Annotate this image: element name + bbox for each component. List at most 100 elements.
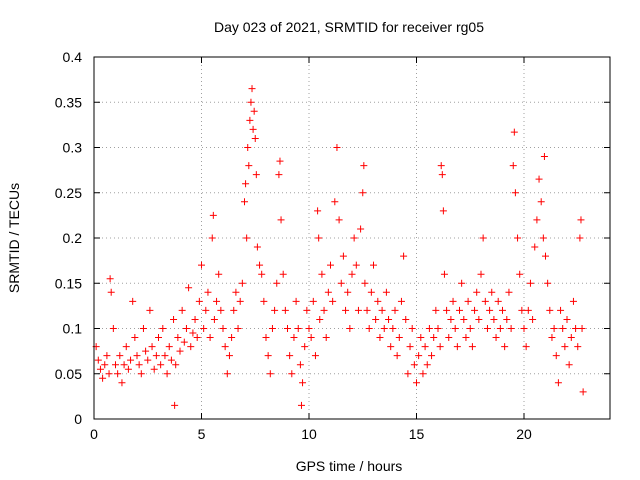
data-point xyxy=(503,315,511,323)
data-point xyxy=(271,306,279,314)
data-point xyxy=(337,279,345,287)
data-point xyxy=(176,347,184,355)
data-point xyxy=(246,116,254,124)
data-point xyxy=(357,225,365,233)
data-point xyxy=(144,356,152,364)
data-point xyxy=(494,297,502,305)
chart-title: Day 023 of 2021, SRMTID for receiver rg0… xyxy=(214,19,484,35)
data-point xyxy=(178,306,186,314)
y-tick-label: 0.2 xyxy=(63,230,83,246)
data-point xyxy=(316,315,324,323)
data-point xyxy=(360,162,368,170)
data-point xyxy=(258,270,266,278)
data-point xyxy=(223,370,231,378)
data-point xyxy=(191,315,199,323)
data-point xyxy=(209,211,217,219)
y-tick-label: 0.05 xyxy=(55,366,82,382)
data-point xyxy=(557,306,565,314)
data-point xyxy=(294,325,302,332)
data-point xyxy=(486,306,494,314)
data-point xyxy=(578,325,586,332)
data-point xyxy=(378,306,386,314)
data-point xyxy=(187,343,195,351)
data-point xyxy=(206,334,214,342)
data-point xyxy=(511,189,519,197)
x-tick-label: 5 xyxy=(198,426,206,442)
data-point xyxy=(185,284,193,292)
data-point xyxy=(232,288,240,296)
data-point xyxy=(260,297,268,305)
data-point xyxy=(367,288,375,296)
data-point xyxy=(333,144,341,151)
data-point xyxy=(105,370,113,378)
data-point xyxy=(228,334,236,342)
data-point xyxy=(256,261,264,269)
data-point xyxy=(217,306,225,314)
data-point xyxy=(509,162,517,170)
data-point xyxy=(499,306,506,314)
data-point xyxy=(124,365,132,373)
data-point xyxy=(200,325,208,332)
data-point xyxy=(370,261,377,269)
data-point xyxy=(297,401,305,409)
data-point xyxy=(354,306,362,314)
data-point xyxy=(99,374,107,382)
y-tick-label: 0.25 xyxy=(55,185,82,201)
data-point xyxy=(372,315,380,323)
data-point xyxy=(244,144,252,151)
data-point xyxy=(507,325,515,332)
data-point xyxy=(359,189,367,197)
data-point xyxy=(554,379,562,387)
data-point xyxy=(331,198,339,206)
data-point xyxy=(204,288,212,296)
y-tick-label: 0.35 xyxy=(55,94,82,110)
data-point xyxy=(483,325,491,332)
data-point xyxy=(380,325,388,332)
data-point xyxy=(182,325,190,332)
data-point xyxy=(180,338,188,346)
data-point xyxy=(242,180,250,188)
data-point xyxy=(120,361,128,369)
data-point xyxy=(548,334,556,342)
data-point xyxy=(490,315,498,323)
data-point xyxy=(574,343,582,351)
data-point xyxy=(510,128,518,136)
data-point xyxy=(165,343,173,351)
data-point xyxy=(531,243,539,251)
data-point xyxy=(114,370,122,378)
data-point xyxy=(561,343,569,351)
data-point xyxy=(352,261,360,269)
data-point xyxy=(540,153,548,161)
data-point xyxy=(569,297,577,305)
data-point xyxy=(329,297,337,305)
data-point xyxy=(309,297,317,305)
y-tick-label: 0.4 xyxy=(63,49,83,65)
data-point xyxy=(376,334,384,342)
data-point xyxy=(526,279,534,287)
data-point xyxy=(296,361,304,369)
data-point xyxy=(363,306,371,314)
data-point xyxy=(488,288,496,296)
data-point xyxy=(288,370,296,378)
data-point xyxy=(247,98,255,106)
data-point xyxy=(290,334,298,342)
data-point xyxy=(404,370,412,378)
data-point xyxy=(150,365,158,373)
data-point xyxy=(374,297,382,305)
data-point xyxy=(475,315,483,323)
data-point xyxy=(447,315,455,323)
data-point xyxy=(314,207,322,215)
x-tick-label: 20 xyxy=(516,426,532,442)
data-point xyxy=(275,171,283,179)
data-point xyxy=(458,279,466,287)
data-point xyxy=(152,352,160,360)
data-point xyxy=(245,162,253,170)
data-point xyxy=(428,352,436,360)
data-point xyxy=(131,334,139,342)
data-point xyxy=(122,343,130,351)
data-point xyxy=(387,343,395,351)
data-point xyxy=(137,370,145,378)
data-point xyxy=(567,334,575,342)
data-point xyxy=(215,270,223,278)
